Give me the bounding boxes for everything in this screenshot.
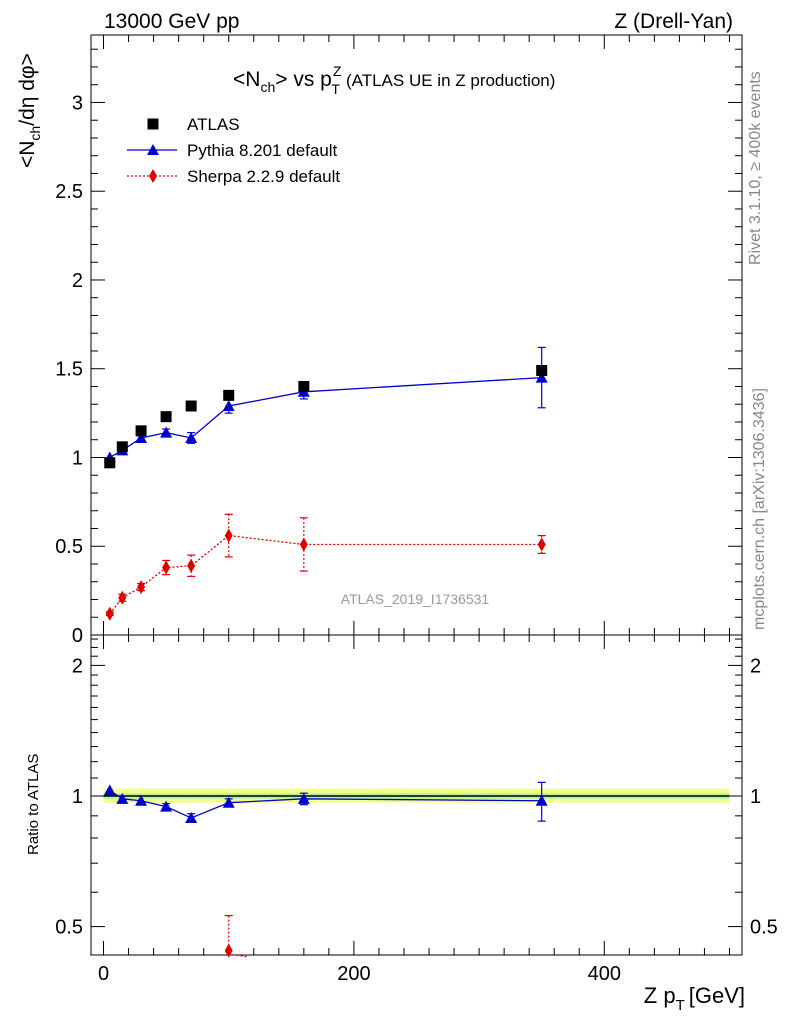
sherpa-point (105, 606, 114, 621)
x-tick-label: 0 (98, 963, 109, 985)
main-y-tick-label: 2 (72, 270, 83, 292)
legend-label: ATLAS (187, 115, 240, 134)
main-y-tick-label: 0 (72, 625, 83, 647)
ratio-axis-label: Ratio to ATLAS (25, 754, 42, 855)
atlas-point (536, 365, 548, 377)
atlas-point (223, 389, 235, 401)
sherpa-point (224, 528, 233, 543)
mcplots-label: mcplots.cern.ch [arXiv:1306.3436] (751, 388, 768, 630)
pythia-point (135, 431, 148, 443)
ratio-pythia-point (297, 792, 310, 804)
legend-marker (147, 144, 159, 155)
main-y-tick-label: 0.5 (55, 536, 83, 558)
ratio-plot-panel: 0 200 400 0.5 0.5 1 1 2 2 (55, 634, 778, 985)
ratio-pythia-point (135, 794, 148, 806)
x-axis-label: Z pT [GeV] (644, 983, 745, 1014)
sherpa-point (537, 537, 546, 552)
ratio-pythia-point (185, 811, 198, 823)
rivet-version-label: Rivet 3.1.10, ≥ 400k events (747, 71, 764, 265)
main-y-tick-label: 3 (72, 92, 83, 114)
legend-label: Sherpa 2.2.9 default (187, 167, 340, 186)
sherpa-point (187, 558, 196, 573)
atlas-point (135, 425, 147, 437)
main-y-tick-label: 1.5 (55, 359, 83, 381)
atlas-point (160, 411, 172, 423)
pythia-point (222, 400, 235, 412)
ratio-pythia-point (222, 796, 235, 808)
sherpa-line (109, 534, 542, 615)
legend-marker (149, 169, 157, 183)
ratio-pythia-point (535, 794, 548, 806)
analysis-watermark: ATLAS_2019_I1736531 (341, 591, 490, 607)
header-left: 13000 GeV pp (104, 10, 239, 33)
x-tick-label: 400 (588, 963, 621, 985)
ratio-y-tick-label-right: 0.5 (750, 917, 778, 939)
main-y-tick-label: 2.5 (55, 181, 83, 203)
main-y-tick-label: 1 (72, 447, 83, 469)
ratio-y-tick-label: 2 (72, 655, 83, 677)
atlas-point (104, 457, 116, 469)
atlas-point (298, 380, 310, 392)
ratio-pythia-point (116, 792, 129, 804)
ratio-frame (90, 634, 743, 956)
ratio-y-tick-label-right: 2 (750, 655, 761, 677)
atlas-point (185, 400, 197, 412)
sherpa-point (162, 560, 171, 575)
ratio-y-tick-label: 1 (72, 786, 83, 808)
header-right: Z (Drell-Yan) (614, 10, 733, 33)
pythia-point (160, 426, 173, 438)
ratio-y-tick-label-right: 1 (750, 786, 761, 808)
pythia-point (185, 431, 198, 443)
sherpa-point (299, 537, 308, 552)
legend-marker (147, 118, 159, 130)
ratio-y-tick-label: 0.5 (55, 917, 83, 939)
pythia-line (109, 376, 542, 459)
sherpa-point (118, 590, 127, 605)
main-plot-panel: 0 0.5 1 1.5 2 2.5 3 (55, 34, 743, 647)
sherpa-point (137, 580, 146, 595)
ratio-sherpa-point (224, 943, 233, 958)
atlas-point (116, 441, 128, 453)
legend-label: Pythia 8.201 default (187, 141, 338, 160)
plot-title: <Nch> vs pZ T (ATLAS UE in Z production) (233, 63, 555, 97)
y-axis-label: <Nch/dη dφ> (16, 53, 43, 168)
legend: ATLAS Pythia 8.201 default Sherpa 2.2.9 de… (127, 115, 340, 186)
x-tick-label: 200 (337, 963, 370, 985)
pythia-point (535, 371, 548, 383)
ratio-pythia-point (160, 800, 173, 812)
ratio-pythia-point (103, 784, 116, 796)
